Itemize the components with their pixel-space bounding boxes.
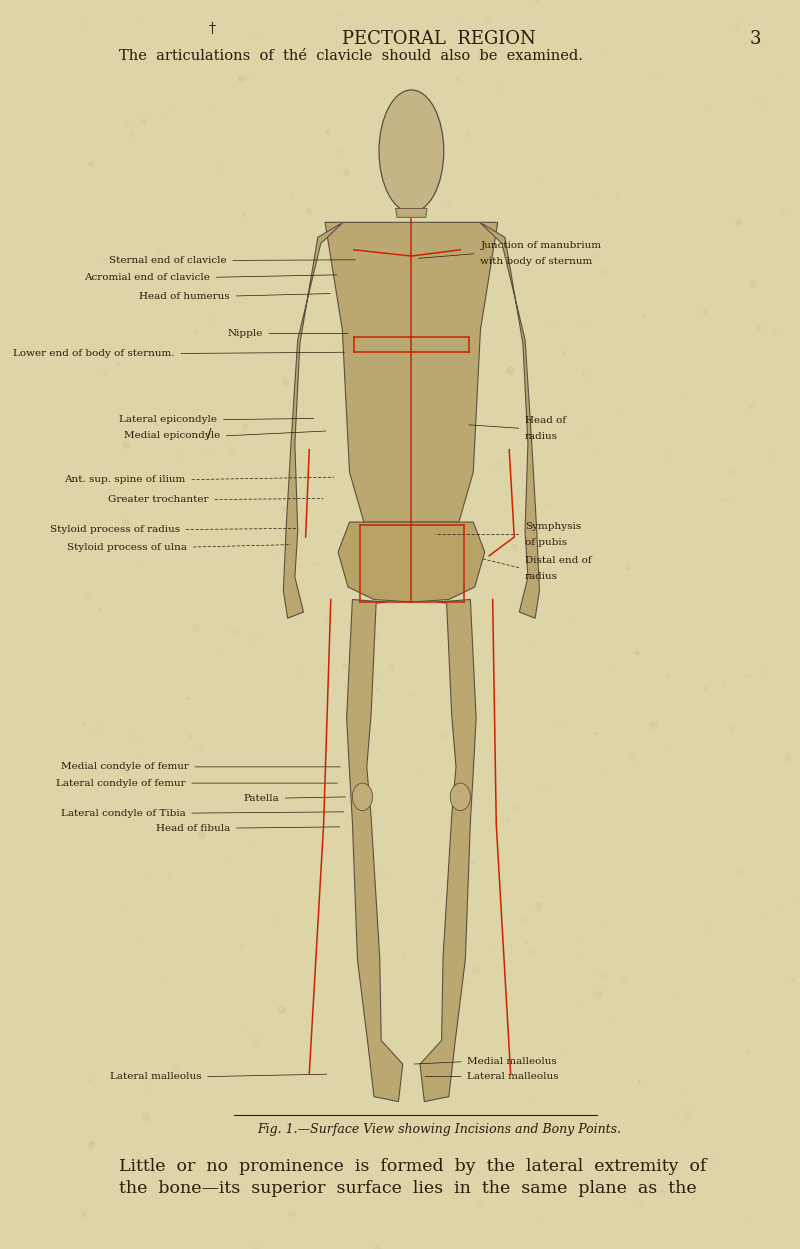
Text: /: / — [207, 428, 211, 441]
Text: Junction of manubrium: Junction of manubrium — [481, 241, 602, 250]
Text: Head of fibula: Head of fibula — [156, 823, 230, 833]
Text: Lateral malleolus: Lateral malleolus — [110, 1072, 202, 1082]
Text: Lateral condyle of Tibia: Lateral condyle of Tibia — [61, 808, 186, 818]
Text: Distal end of: Distal end of — [525, 556, 592, 565]
Text: Patella: Patella — [243, 793, 279, 803]
Polygon shape — [480, 222, 539, 618]
Text: Styloid process of radius: Styloid process of radius — [50, 525, 180, 535]
Text: Nipple: Nipple — [227, 328, 262, 338]
Text: Lateral epicondyle: Lateral epicondyle — [119, 415, 217, 425]
Polygon shape — [325, 222, 498, 522]
Text: radius: radius — [525, 432, 558, 441]
Polygon shape — [346, 600, 402, 1102]
Text: with body of sternum: with body of sternum — [481, 257, 593, 266]
Text: The  articulations  of  thé  clavicle  should  also  be  examined.: The articulations of thé clavicle shoul… — [118, 49, 582, 62]
Polygon shape — [283, 222, 343, 618]
Text: Medial epicondyle: Medial epicondyle — [124, 431, 220, 441]
Text: †: † — [209, 22, 216, 36]
Text: Little  or  no  prominence  is  formed  by  the  lateral  extremity  of: Little or no prominence is formed by the… — [118, 1158, 706, 1175]
Text: PECTORAL  REGION: PECTORAL REGION — [342, 30, 535, 47]
Text: of pubis: of pubis — [525, 538, 567, 547]
Text: Head of humerus: Head of humerus — [139, 291, 230, 301]
Ellipse shape — [450, 783, 470, 811]
Ellipse shape — [379, 90, 444, 212]
Ellipse shape — [352, 783, 373, 811]
Text: Fig. 1.—Surface View showing Incisions and Bony Points.: Fig. 1.—Surface View showing Incisions a… — [257, 1123, 621, 1135]
Text: 3: 3 — [750, 30, 761, 47]
Text: Acromial end of clavicle: Acromial end of clavicle — [84, 272, 210, 282]
Polygon shape — [338, 522, 485, 602]
Text: Head of: Head of — [525, 416, 566, 425]
Text: the  bone—its  superior  surface  lies  in  the  same  plane  as  the: the bone—its superior surface lies in th… — [118, 1180, 696, 1198]
Text: Lateral condyle of femur: Lateral condyle of femur — [56, 778, 186, 788]
Polygon shape — [395, 209, 427, 217]
Text: Greater trochanter: Greater trochanter — [108, 495, 209, 505]
Text: Lower end of body of sternum.: Lower end of body of sternum. — [14, 348, 174, 358]
Polygon shape — [420, 600, 476, 1102]
Text: Symphysis: Symphysis — [525, 522, 581, 531]
Text: Styloid process of ulna: Styloid process of ulna — [67, 542, 187, 552]
Text: radius: radius — [525, 572, 558, 581]
Text: Sternal end of clavicle: Sternal end of clavicle — [109, 256, 226, 265]
Text: Ant. sup. spine of ilium: Ant. sup. spine of ilium — [64, 475, 186, 485]
Text: Medial condyle of femur: Medial condyle of femur — [61, 762, 188, 772]
Text: Lateral malleolus: Lateral malleolus — [467, 1072, 559, 1082]
Text: Medial malleolus: Medial malleolus — [467, 1057, 558, 1067]
